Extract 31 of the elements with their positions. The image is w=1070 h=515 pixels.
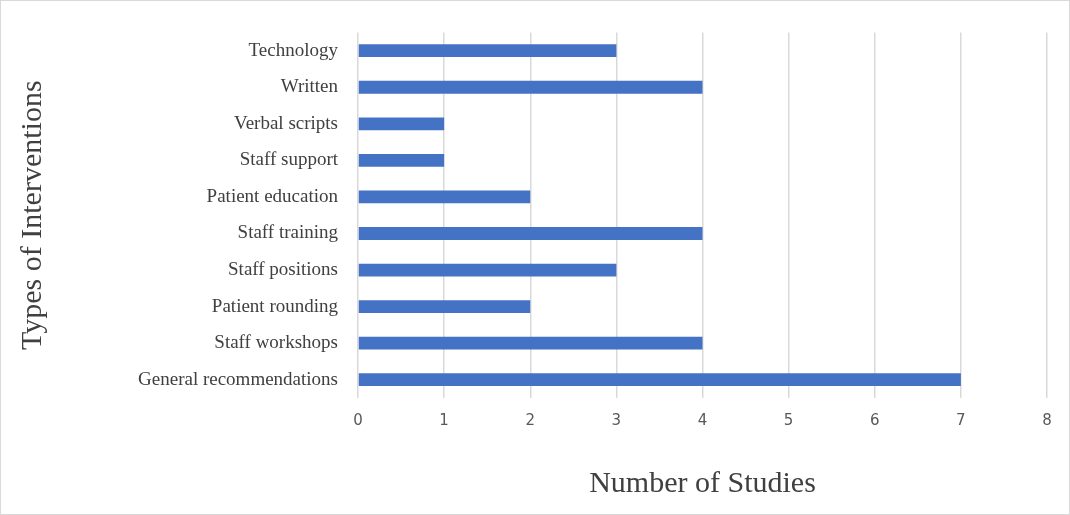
x-tick-label: 4 bbox=[697, 410, 708, 429]
y-tick-label: Verbal scripts bbox=[234, 111, 338, 133]
y-tick-label: Technology bbox=[248, 38, 339, 60]
y-tick-label: Patient education bbox=[206, 184, 339, 206]
y-tick-label: Patient rounding bbox=[211, 294, 339, 316]
bar bbox=[358, 336, 703, 350]
bar bbox=[358, 80, 703, 94]
x-tick-label: 3 bbox=[611, 410, 622, 429]
bar bbox=[358, 300, 531, 313]
bar bbox=[358, 190, 531, 204]
x-tick-label: 1 bbox=[439, 410, 449, 429]
x-axis-title: Number of Studies bbox=[589, 464, 816, 498]
y-tick-label: General recommendations bbox=[138, 367, 338, 389]
y-tick-label: Staff positions bbox=[228, 258, 338, 280]
y-tick-label: Written bbox=[280, 75, 339, 97]
bar bbox=[358, 117, 445, 131]
y-axis-title: Types of Interventions bbox=[13, 80, 47, 350]
y-tick-label: Staff workshops bbox=[214, 331, 338, 353]
bar bbox=[358, 153, 445, 167]
bar bbox=[358, 44, 617, 58]
x-tick-label: 0 bbox=[353, 410, 363, 429]
bar bbox=[358, 227, 703, 240]
x-tick-label: 7 bbox=[956, 410, 966, 429]
x-tick-label: 5 bbox=[783, 410, 794, 429]
y-tick-label: Staff training bbox=[237, 221, 339, 243]
bar bbox=[358, 373, 961, 387]
x-tick-label: 8 bbox=[1042, 410, 1052, 429]
bar bbox=[358, 263, 617, 277]
x-tick-label: 2 bbox=[525, 410, 536, 429]
y-tick-label: Staff support bbox=[239, 148, 339, 170]
x-tick-label: 6 bbox=[869, 410, 880, 429]
